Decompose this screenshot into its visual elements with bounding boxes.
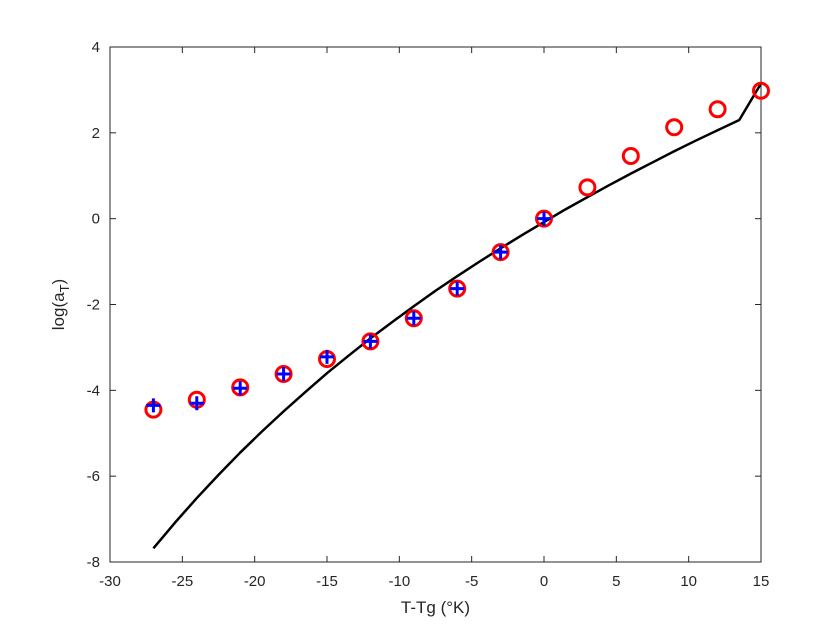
circle-point: [491, 243, 510, 262]
y-tick-label: 0: [92, 211, 100, 228]
y-axis-label: log(aT): [49, 279, 72, 330]
circle-point: [665, 118, 684, 137]
x-axis-label: T-Tg (°K): [401, 598, 470, 617]
y-axis-label-subscript: T: [57, 284, 72, 292]
x-tick-label: -10: [388, 573, 410, 590]
circle-point: [752, 81, 770, 100]
y-tick-label: 4: [92, 39, 100, 56]
x-tick-label: 5: [612, 573, 620, 590]
circle-point: [621, 147, 640, 166]
fit-line-series: [152, 82, 763, 550]
circle-point: [708, 100, 727, 119]
x-tick-label: 15: [753, 573, 770, 590]
plus-point: [493, 245, 508, 260]
plus-point: [146, 398, 161, 413]
circle-point: [274, 365, 293, 384]
circle-point: [448, 279, 467, 298]
fit-line: [152, 82, 763, 550]
x-axis-ticks: -30 -25 -20 -15 -10 -5 0 5 10 15: [99, 47, 769, 590]
plus-point: [189, 396, 204, 411]
circle-point: [361, 332, 380, 351]
x-tick-label: -30: [99, 573, 121, 590]
y-axis-label-main: log(a: [49, 292, 68, 330]
x-tick-label: -25: [171, 573, 193, 590]
y-tick-label: -8: [87, 554, 100, 571]
plus-point: [276, 367, 291, 382]
circle-point: [404, 309, 423, 328]
x-tick-label: -15: [316, 573, 338, 590]
plus-point: [363, 334, 378, 349]
plus-marker-series: [146, 211, 551, 413]
plus-point: [450, 281, 465, 296]
x-tick-label: -5: [465, 573, 478, 590]
x-tick-label: -20: [244, 573, 266, 590]
x-tick-label: 10: [680, 573, 697, 590]
y-tick-label: -6: [87, 468, 100, 485]
circle-point: [578, 178, 597, 197]
plus-point: [233, 381, 248, 396]
plus-point: [537, 211, 551, 226]
y-tick-label: -4: [87, 382, 100, 399]
y-tick-label: 2: [92, 125, 100, 142]
circle-point: [535, 209, 553, 228]
x-tick-label: 0: [540, 573, 548, 590]
y-axis-ticks: -8 -6 -4 -2 0 2 4: [87, 39, 761, 571]
y-axis-label-close: ): [49, 279, 68, 285]
plus-point: [320, 349, 334, 364]
y-tick-label: -2: [87, 297, 100, 314]
plus-point: [406, 311, 421, 326]
